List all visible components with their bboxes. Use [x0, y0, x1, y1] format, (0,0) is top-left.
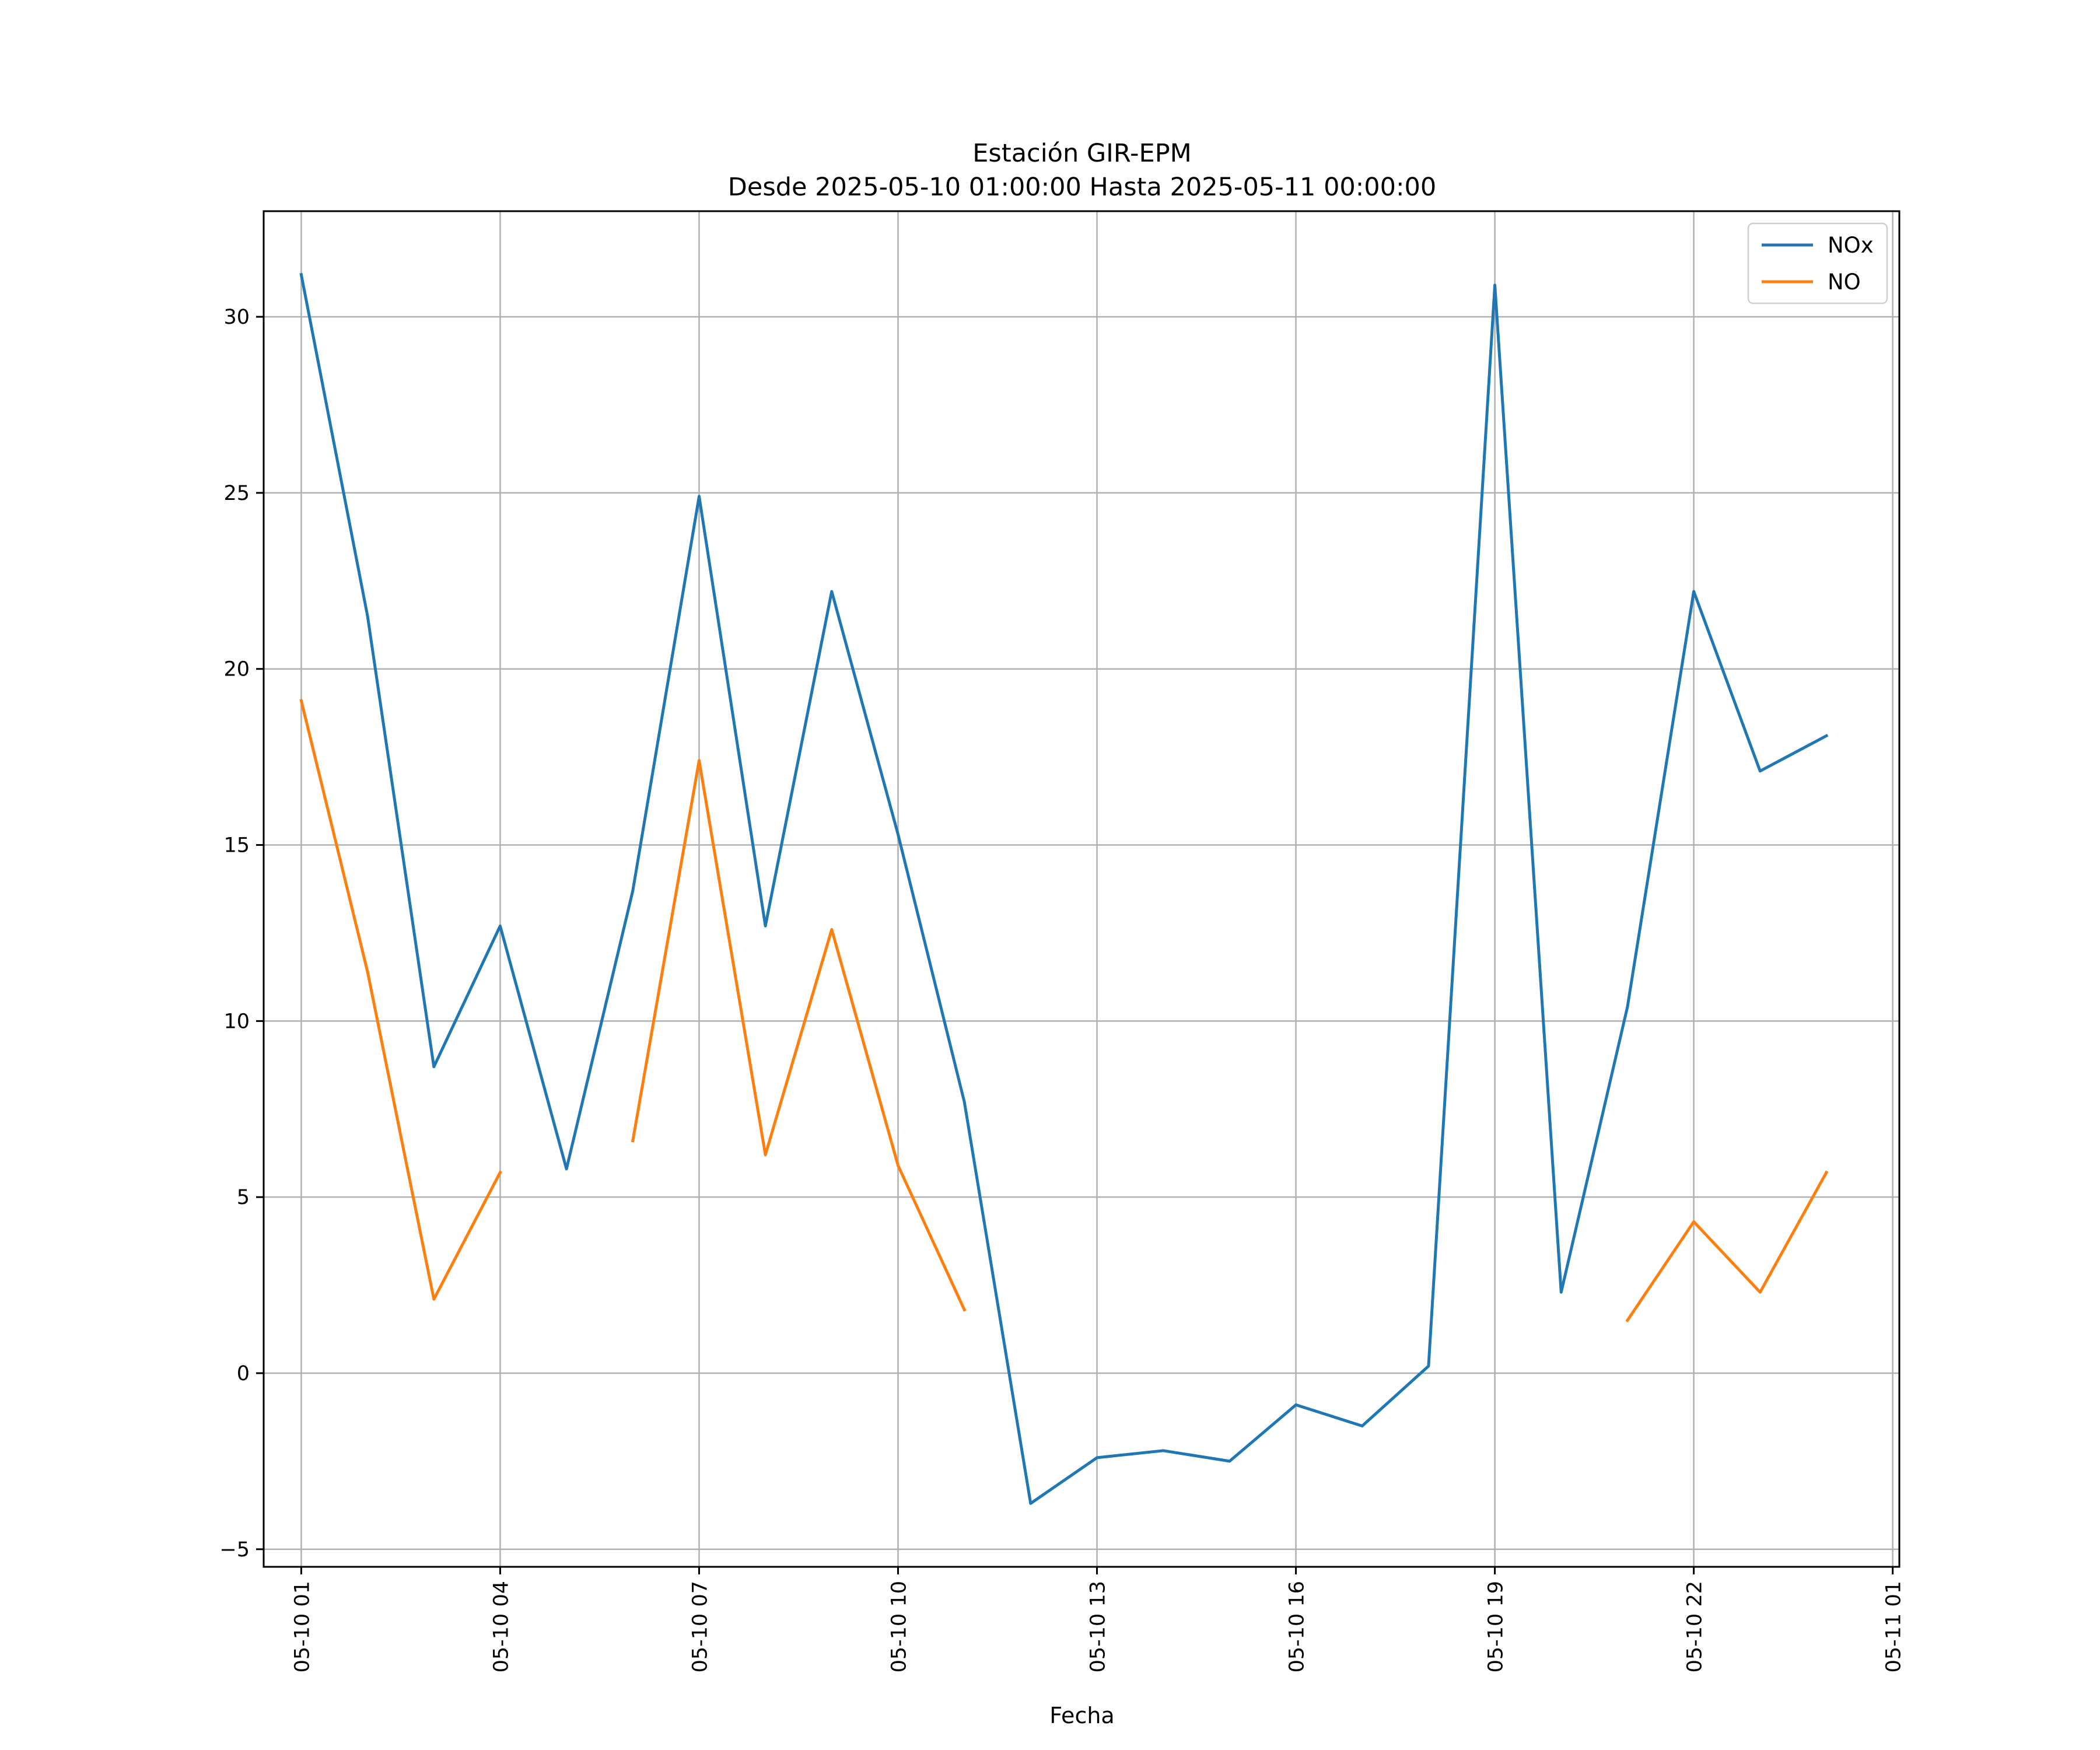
series-layer [299, 272, 1829, 1505]
legend-label-nox: NOx [1828, 233, 1874, 258]
y-tick-label: 0 [237, 1362, 250, 1385]
y-tick-label: 20 [223, 658, 250, 681]
chart-title-line-2: Desde 2025-05-10 01:00:00 Hasta 2025-05-… [728, 173, 1436, 202]
y-tick-label: 10 [223, 1010, 250, 1033]
legend: NOx NO [1747, 222, 1888, 304]
legend-label-no: NO [1828, 270, 1861, 295]
x-axis-label: Fecha [1049, 1703, 1114, 1728]
y-tick-label: −5 [219, 1538, 250, 1562]
y-tick-label: 15 [223, 834, 250, 858]
plot-frame [262, 210, 1901, 1568]
series-line-no [299, 699, 1829, 1322]
x-axis: 05-10 01 05-10 04 05-10 07 05-10 10 05-10 13… [290, 1567, 1906, 1672]
grid [264, 211, 1899, 1567]
y-tick-label: 30 [223, 306, 250, 329]
y-tick-label: 25 [223, 482, 250, 505]
y-tick-label: 5 [237, 1186, 250, 1209]
chart-title-line-1: Estación GIR-EPM [972, 139, 1191, 168]
legend-box [1747, 222, 1888, 304]
x-tick-label: 05-10 22 [1684, 1581, 1707, 1672]
x-tick-label: 05-10 04 [489, 1581, 513, 1672]
x-tick-label: 05-10 10 [887, 1581, 911, 1672]
x-tick-label: 05-10 16 [1286, 1581, 1309, 1672]
series-line-nox [299, 272, 1829, 1505]
x-tick-label: 05-10 07 [688, 1581, 712, 1672]
x-tick-label: 05-10 13 [1087, 1581, 1110, 1672]
y-axis: −5 0 5 10 15 20 25 30 [219, 306, 264, 1562]
x-tick-label: 05-10 19 [1485, 1581, 1508, 1672]
x-tick-label: 05-11 01 [1882, 1581, 1906, 1672]
x-tick-label: 05-10 01 [290, 1581, 314, 1672]
